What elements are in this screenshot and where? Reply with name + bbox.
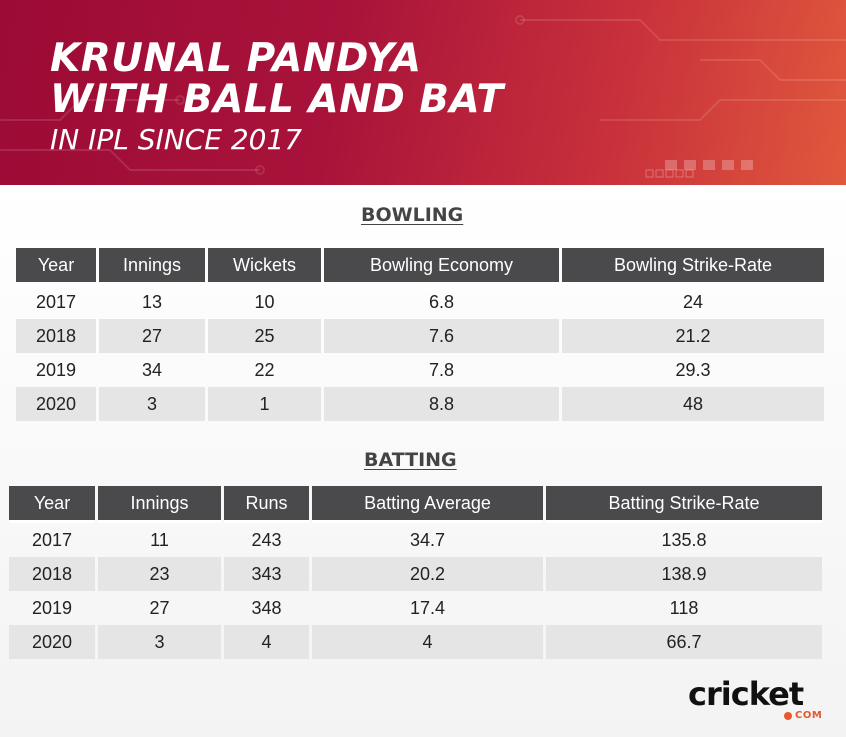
table-cell: 348 [251,597,282,618]
table-cell: 20.2 [312,557,543,591]
bowling-heading: BOWLING [361,204,464,226]
table-row: 2019 34 22 7.8 29.3 [16,353,824,387]
logo-domain: COM [795,710,823,721]
table-row: 2020 3 1 8.8 48 [16,387,824,421]
batting-col-average: Batting Average [312,486,543,523]
table-cell: 4 [224,625,309,659]
batting-col-runs: Runs [224,486,309,523]
table-cell: 2020 [16,387,96,421]
table-cell: 11 [150,529,169,550]
table-cell: 3 [99,387,205,421]
header-banner: KRUNAL PANDYA WITH BALL AND BAT IN IPL S… [0,0,846,185]
table-cell: 25 [208,319,321,353]
batting-col-strike-rate: Batting Strike-Rate [546,486,822,523]
table-row: 2018 27 25 7.6 21.2 [16,319,824,353]
bowling-col-economy: Bowling Economy [324,248,559,285]
bowling-col-innings: Innings [99,248,205,285]
table-cell: 22 [254,359,275,380]
title-line-2: WITH BALL AND BAT [50,77,504,122]
table-row: 2017 11 243 34.7 135.8 [9,523,822,557]
table-cell: 4 [312,625,543,659]
table-cell: 7.6 [324,319,559,353]
table-row: 2018 23 343 20.2 138.9 [9,557,822,591]
cricket-com-logo: cricket COM [688,675,828,725]
table-row: 2020 3 4 4 66.7 [9,625,822,659]
table-cell: 29.3 [675,359,711,380]
bowling-col-wickets: Wickets [208,248,321,285]
bowling-col-strike-rate: Bowling Strike-Rate [562,248,824,285]
table-cell: 8.8 [324,387,559,421]
batting-header-row: Year Innings Runs Batting Average Battin… [9,486,822,523]
page-subtitle: IN IPL SINCE 2017 [50,123,303,156]
table-cell: 2019 [35,359,77,380]
logo-dot-icon [784,712,792,720]
table-cell: 17.4 [409,597,446,618]
table-row: 2017 13 10 6.8 24 [16,285,824,319]
bowling-table: Year Innings Wickets Bowling Economy Bow… [13,248,827,421]
logo-wordmark: cricket [688,675,804,713]
table-cell: 66.7 [546,625,822,659]
batting-heading: BATTING [364,449,457,471]
page-title: KRUNAL PANDYA WITH BALL AND BAT [50,38,504,120]
table-cell: 3 [98,625,221,659]
table-cell: 27 [99,319,205,353]
table-cell: 1 [208,387,321,421]
table-cell: 2017 [35,291,77,312]
table-cell: 243 [251,529,282,550]
table-cell: 10 [254,291,275,312]
table-cell: 135.8 [661,529,707,550]
circuit-pattern-decoration [0,15,846,178]
table-cell: 2017 [31,529,73,550]
table-cell: 27 [149,597,170,618]
bowling-col-year: Year [16,248,96,285]
table-cell: 2018 [16,319,96,353]
batting-table: Year Innings Runs Batting Average Battin… [6,486,825,659]
title-line-1: KRUNAL PANDYA [50,36,422,81]
batting-col-innings: Innings [98,486,221,523]
table-cell: 343 [224,557,309,591]
bowling-header-row: Year Innings Wickets Bowling Economy Bow… [16,248,824,285]
table-cell: 7.8 [428,359,455,380]
batting-col-year: Year [9,486,95,523]
table-cell: 6.8 [428,291,455,312]
table-cell: 13 [141,291,163,312]
table-cell: 34.7 [409,529,446,550]
table-cell: 23 [98,557,221,591]
table-cell: 24 [682,291,704,312]
table-cell: 118 [669,597,699,618]
table-cell: 21.2 [562,319,824,353]
table-cell: 48 [562,387,824,421]
table-cell: 138.9 [546,557,822,591]
table-cell: 2019 [31,597,73,618]
table-cell: 34 [141,359,163,380]
table-cell: 2020 [9,625,95,659]
table-cell: 2018 [9,557,95,591]
table-row: 2019 27 348 17.4 118 [9,591,822,625]
